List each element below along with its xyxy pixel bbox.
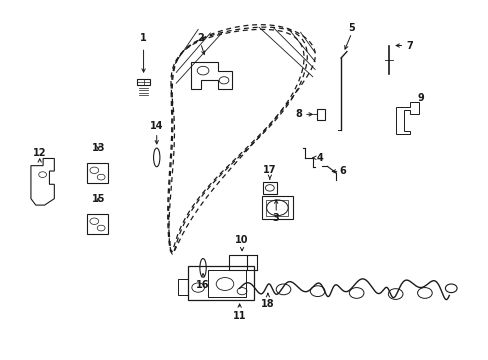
Text: 17: 17 (263, 165, 276, 175)
Bar (137, 79, 150, 85)
Text: 5: 5 (347, 23, 354, 33)
Text: 12: 12 (33, 148, 46, 158)
Text: 14: 14 (150, 121, 163, 131)
Bar (177, 279, 188, 295)
Bar (266, 200, 288, 216)
Bar (87, 163, 108, 183)
Text: 3: 3 (272, 213, 279, 223)
Text: 4: 4 (316, 153, 323, 163)
Bar (188, 266, 254, 300)
Bar (262, 182, 277, 194)
Bar (228, 255, 247, 270)
Text: 1: 1 (140, 33, 146, 43)
Bar (87, 214, 108, 234)
Text: 6: 6 (339, 166, 346, 176)
Text: 10: 10 (235, 235, 248, 245)
Bar (207, 270, 245, 297)
Text: 15: 15 (91, 194, 105, 204)
Text: 9: 9 (417, 93, 424, 103)
Bar (316, 109, 325, 120)
Text: 13: 13 (91, 143, 105, 153)
Text: 11: 11 (232, 311, 246, 321)
Text: 16: 16 (196, 280, 209, 290)
Bar (261, 196, 293, 220)
Text: 18: 18 (261, 299, 274, 309)
Text: 7: 7 (406, 41, 412, 50)
Text: 8: 8 (295, 109, 302, 120)
Text: 2: 2 (197, 33, 203, 43)
